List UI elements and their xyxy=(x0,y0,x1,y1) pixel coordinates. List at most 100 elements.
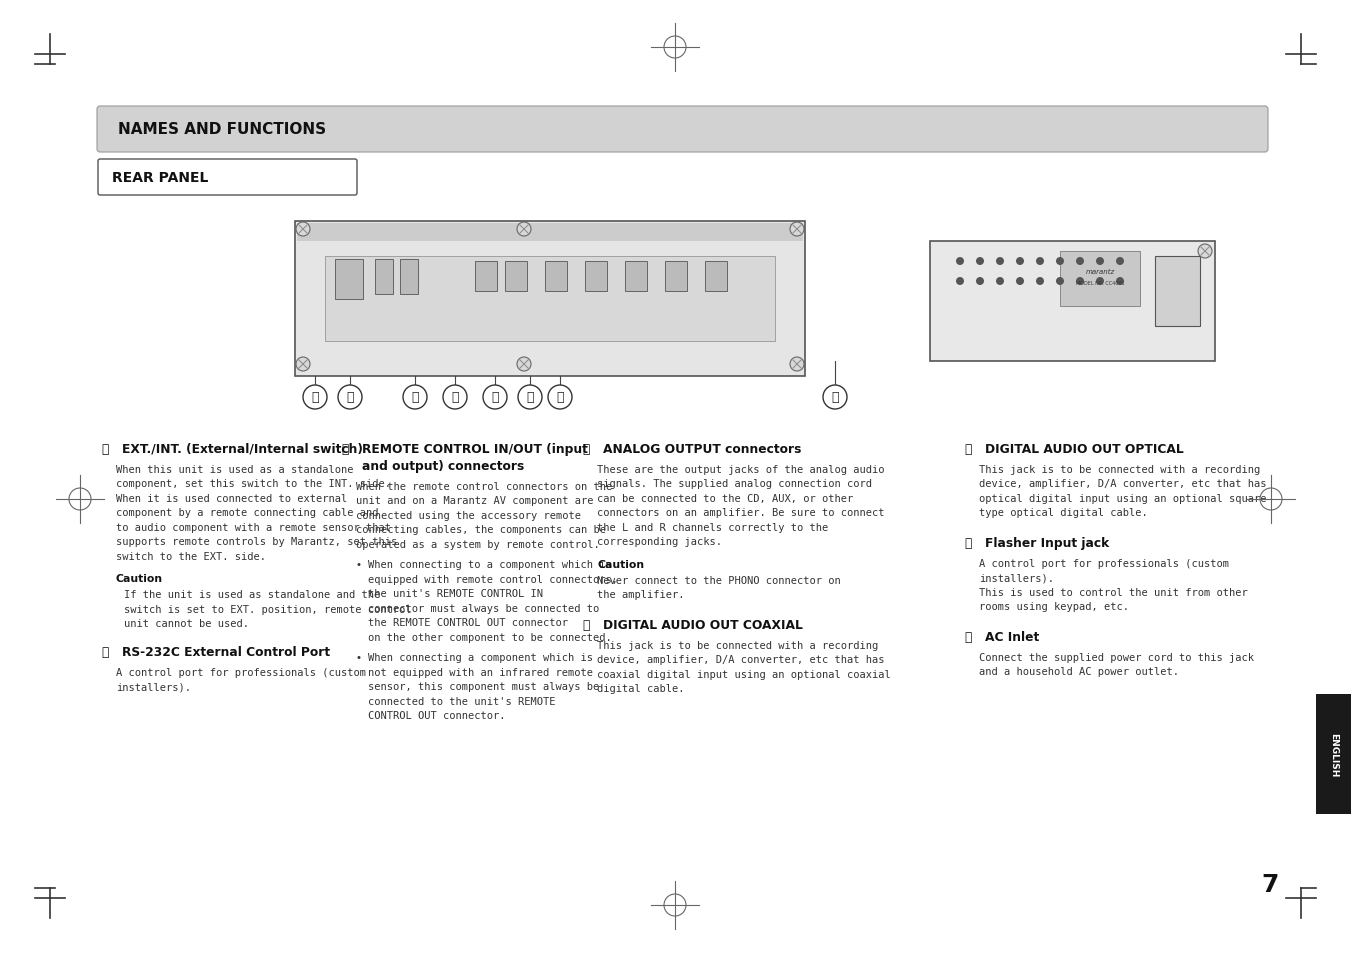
Circle shape xyxy=(1036,257,1044,266)
Circle shape xyxy=(790,223,804,236)
Bar xyxy=(1061,252,1140,307)
Text: and output) connectors: and output) connectors xyxy=(362,459,524,473)
Text: corresponding jacks.: corresponding jacks. xyxy=(597,537,721,547)
Text: can be connected to the CD, AUX, or other: can be connected to the CD, AUX, or othe… xyxy=(597,494,854,503)
Text: A control port for professionals (custom: A control port for professionals (custom xyxy=(979,558,1229,568)
Text: type optical digital cable.: type optical digital cable. xyxy=(979,508,1148,518)
Circle shape xyxy=(338,386,362,410)
Circle shape xyxy=(296,357,309,372)
Circle shape xyxy=(517,357,531,372)
Circle shape xyxy=(443,386,467,410)
Text: •: • xyxy=(357,653,365,662)
Text: MODEL NO. CC4001: MODEL NO. CC4001 xyxy=(1075,281,1124,286)
Text: rooms using keypad, etc.: rooms using keypad, etc. xyxy=(979,602,1129,612)
Circle shape xyxy=(1075,277,1084,286)
Text: connected to the unit's REMOTE: connected to the unit's REMOTE xyxy=(367,697,555,706)
Circle shape xyxy=(484,386,507,410)
Text: Ⓓ: Ⓓ xyxy=(584,442,594,456)
Bar xyxy=(376,260,393,294)
Circle shape xyxy=(1056,277,1065,286)
Circle shape xyxy=(1116,277,1124,286)
Text: optical digital input using an optional square: optical digital input using an optional … xyxy=(979,494,1266,503)
Circle shape xyxy=(303,386,327,410)
Text: When connecting to a component which is: When connecting to a component which is xyxy=(367,560,612,570)
FancyBboxPatch shape xyxy=(97,107,1269,152)
Text: When the remote control connectors on the: When the remote control connectors on th… xyxy=(357,481,612,492)
Text: digital cable.: digital cable. xyxy=(597,684,685,694)
Text: switch to the EXT. side.: switch to the EXT. side. xyxy=(116,552,266,561)
Text: connecting cables, the components can be: connecting cables, the components can be xyxy=(357,525,607,535)
Text: DIGITAL AUDIO OUT OPTICAL: DIGITAL AUDIO OUT OPTICAL xyxy=(985,442,1183,456)
Text: operated as a system by remote control.: operated as a system by remote control. xyxy=(357,539,600,550)
Text: Ⓓ: Ⓓ xyxy=(451,391,459,404)
Text: Caution: Caution xyxy=(597,559,644,569)
Text: When it is used connected to external: When it is used connected to external xyxy=(116,494,347,503)
Text: marantz: marantz xyxy=(1085,269,1115,274)
FancyBboxPatch shape xyxy=(99,160,357,195)
Text: installers).: installers). xyxy=(979,573,1054,583)
Circle shape xyxy=(549,386,571,410)
Text: and a household AC power outlet.: and a household AC power outlet. xyxy=(979,667,1179,677)
Text: Ⓗ: Ⓗ xyxy=(831,391,839,404)
Text: ENGLISH: ENGLISH xyxy=(1329,732,1337,777)
Circle shape xyxy=(517,223,531,236)
Text: coaxial digital input using an optional coaxial: coaxial digital input using an optional … xyxy=(597,669,890,679)
Circle shape xyxy=(1016,277,1024,286)
Bar xyxy=(295,222,805,376)
Text: Ⓕ: Ⓕ xyxy=(527,391,534,404)
Text: Flasher Input jack: Flasher Input jack xyxy=(985,537,1109,550)
Text: When this unit is used as a standalone: When this unit is used as a standalone xyxy=(116,464,354,475)
Text: This jack is to be connected with a recording: This jack is to be connected with a reco… xyxy=(597,640,878,650)
Text: switch is set to EXT. position, remote control: switch is set to EXT. position, remote c… xyxy=(124,604,412,615)
Text: connector must always be connected to: connector must always be connected to xyxy=(367,603,600,614)
Bar xyxy=(297,224,802,242)
Bar xyxy=(1155,256,1200,327)
Text: equipped with remote control connectors,: equipped with remote control connectors, xyxy=(367,575,617,584)
Circle shape xyxy=(517,386,542,410)
Text: When connecting a component which is: When connecting a component which is xyxy=(367,653,593,662)
Text: sensor, this component must always be: sensor, this component must always be xyxy=(367,681,600,692)
Text: the L and R channels correctly to the: the L and R channels correctly to the xyxy=(597,522,828,533)
Text: A control port for professionals (custom: A control port for professionals (custom xyxy=(116,667,366,678)
Bar xyxy=(505,262,527,292)
Text: connectors on an amplifier. Be sure to connect: connectors on an amplifier. Be sure to c… xyxy=(597,508,885,518)
Text: Connect the supplied power cord to this jack: Connect the supplied power cord to this … xyxy=(979,652,1254,662)
Circle shape xyxy=(957,257,965,266)
Bar xyxy=(476,262,497,292)
Text: Never connect to the PHONO connector on: Never connect to the PHONO connector on xyxy=(597,576,840,585)
Text: NAMES AND FUNCTIONS: NAMES AND FUNCTIONS xyxy=(118,122,326,137)
Bar xyxy=(326,256,775,341)
Text: not equipped with an infrared remote: not equipped with an infrared remote xyxy=(367,667,593,678)
Bar xyxy=(705,262,727,292)
Text: This jack is to be connected with a recording: This jack is to be connected with a reco… xyxy=(979,464,1260,475)
Circle shape xyxy=(1096,277,1104,286)
Text: These are the output jacks of the analog audio: These are the output jacks of the analog… xyxy=(597,464,885,475)
Text: supports remote controls by Marantz, set this: supports remote controls by Marantz, set… xyxy=(116,537,397,547)
Text: Ⓖ: Ⓖ xyxy=(965,537,977,550)
Circle shape xyxy=(823,386,847,410)
Text: to audio component with a remote sensor that: to audio component with a remote sensor … xyxy=(116,522,390,533)
Text: AC Inlet: AC Inlet xyxy=(985,630,1039,643)
Text: signals. The supplied analog connection cord: signals. The supplied analog connection … xyxy=(597,479,871,489)
Text: Caution: Caution xyxy=(116,574,163,584)
Text: component by a remote connecting cable and: component by a remote connecting cable a… xyxy=(116,508,378,518)
Text: Ⓑ: Ⓑ xyxy=(346,391,354,404)
Text: component, set this switch to the INT. side.: component, set this switch to the INT. s… xyxy=(116,479,390,489)
Text: the amplifier.: the amplifier. xyxy=(597,590,685,599)
Text: REMOTE CONTROL IN/OUT (input: REMOTE CONTROL IN/OUT (input xyxy=(362,442,588,456)
Circle shape xyxy=(996,277,1004,286)
Bar xyxy=(929,242,1215,361)
Text: CONTROL OUT connector.: CONTROL OUT connector. xyxy=(367,711,505,720)
Text: RS-232C External Control Port: RS-232C External Control Port xyxy=(122,645,330,659)
Text: Ⓐ: Ⓐ xyxy=(311,391,319,404)
Text: EXT./INT. (External/Internal switch): EXT./INT. (External/Internal switch) xyxy=(122,442,363,456)
Text: the REMOTE CONTROL OUT connector: the REMOTE CONTROL OUT connector xyxy=(367,618,567,628)
Circle shape xyxy=(975,257,984,266)
Bar xyxy=(665,262,688,292)
Circle shape xyxy=(403,386,427,410)
Bar xyxy=(585,262,607,292)
Text: This is used to control the unit from other: This is used to control the unit from ot… xyxy=(979,587,1248,598)
Text: Ⓗ: Ⓗ xyxy=(965,630,977,643)
Text: unit cannot be used.: unit cannot be used. xyxy=(124,618,249,629)
Text: DIGITAL AUDIO OUT COAXIAL: DIGITAL AUDIO OUT COAXIAL xyxy=(603,618,802,631)
